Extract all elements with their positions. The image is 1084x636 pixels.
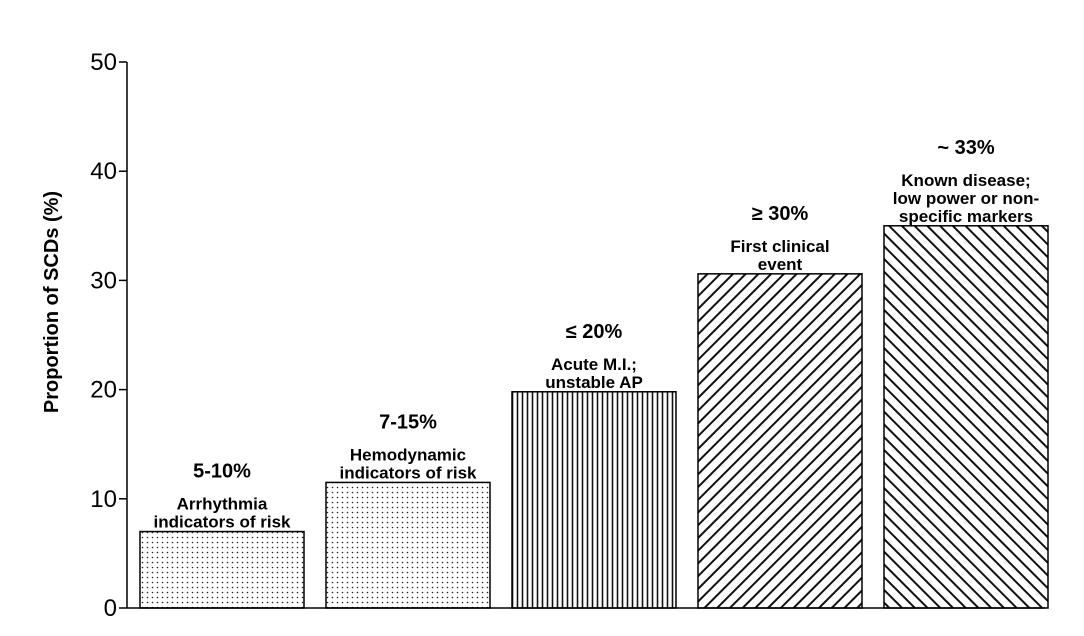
bars [139, 225, 1049, 609]
bar-percentage-label: ~ 33% [937, 137, 994, 159]
bar-description-line: Hemodynamic [350, 445, 466, 464]
bar-percentage-label: 5-10% [193, 461, 251, 483]
bar-description-line: unstable AP [545, 373, 643, 392]
bar-percentage-label: ≥ 30% [752, 203, 809, 225]
y-tick-label: 40 [90, 158, 117, 185]
bar-description-line: Arrhythmia [177, 495, 268, 514]
bar-description-line: Known disease; [901, 171, 1030, 190]
bar-2 [325, 481, 491, 609]
bar-3 [511, 391, 677, 609]
bar-5 [883, 225, 1049, 609]
bar-percentage-label: 7-15% [379, 411, 437, 433]
y-tick-label: 30 [90, 267, 117, 294]
bar-description-line: specific markers [899, 207, 1033, 226]
bar-description-line: indicators of risk [154, 513, 292, 532]
bar-description-line: Acute M.I.; [551, 355, 637, 374]
bar-description-line: low power or non- [893, 189, 1039, 208]
bar-description-line: event [758, 255, 803, 274]
bar-description-line: indicators of risk [340, 463, 478, 482]
bar-4 [697, 273, 863, 609]
y-tick-label: 0 [104, 595, 117, 622]
y-axis-label: Proportion of SCDs (%) [41, 191, 63, 413]
y-axis: 0 10 20 30 40 50 [90, 49, 128, 622]
y-tick-label: 20 [90, 377, 117, 404]
y-tick-label: 10 [90, 486, 117, 513]
bar-1 [139, 530, 305, 609]
bar-percentage-label: ≤ 20% [566, 321, 623, 343]
bar-description-line: First clinical [730, 237, 829, 256]
y-tick-label: 50 [90, 49, 117, 76]
